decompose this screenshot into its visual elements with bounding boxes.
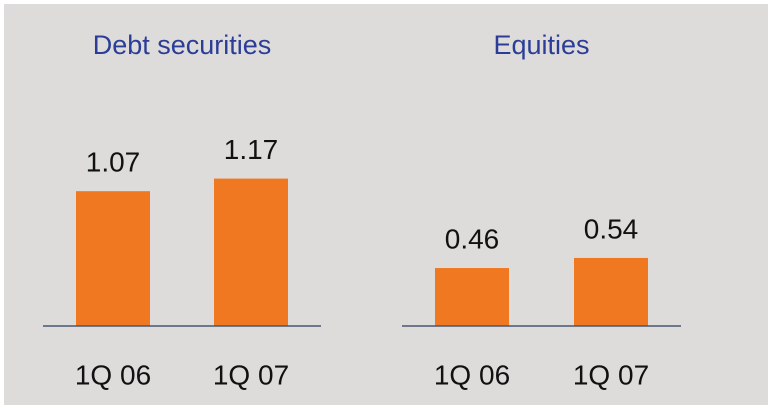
chart-title: Debt securities <box>93 30 272 60</box>
x-tick-label: 1Q 06 <box>75 359 151 390</box>
x-tick-label: 1Q 07 <box>573 359 649 390</box>
x-tick-label: 1Q 07 <box>213 359 289 390</box>
value-label: 1.17 <box>224 134 279 165</box>
bar <box>574 257 648 326</box>
bar <box>76 191 150 326</box>
chart-title: Equities <box>493 30 589 60</box>
value-label: 1.07 <box>86 147 141 178</box>
x-tick-label: 1Q 06 <box>434 359 510 390</box>
value-label: 0.46 <box>445 223 500 254</box>
value-label: 0.54 <box>584 213 639 244</box>
bar <box>214 178 288 326</box>
bar <box>435 268 509 326</box>
